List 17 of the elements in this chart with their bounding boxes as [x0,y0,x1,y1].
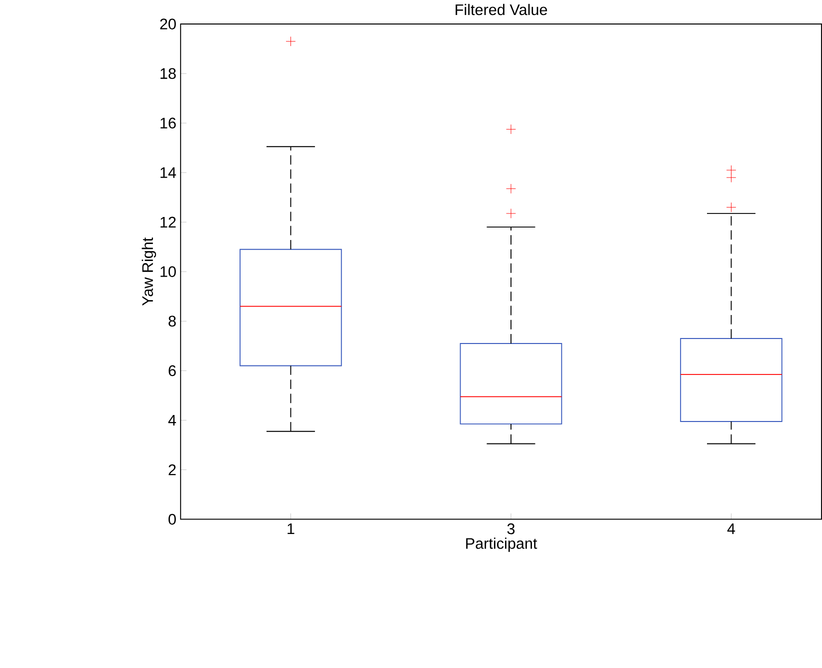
y-tick-label: 20 [160,18,176,30]
y-tick-label: 10 [160,266,176,278]
x-axis-title: Participant [466,538,538,552]
y-tick-label: 16 [160,118,176,129]
y-tick-label: 0 [168,514,176,525]
x-tick-label: 1 [288,524,294,534]
chart-title: Filtered Value [456,4,548,16]
y-tick-label: 2 [168,464,176,476]
y-tick-label: 4 [168,415,176,426]
y-tick-label: 18 [160,68,176,80]
y-tick-label: 8 [168,316,176,327]
x-tick-label: 4 [727,524,736,534]
y-tick-label: 12 [160,216,176,228]
y-tick-label: 6 [168,365,176,376]
y-tick-label: 14 [160,167,176,178]
x-tick-label: 3 [507,524,515,534]
y-axis-title: Yaw Right [142,238,156,306]
